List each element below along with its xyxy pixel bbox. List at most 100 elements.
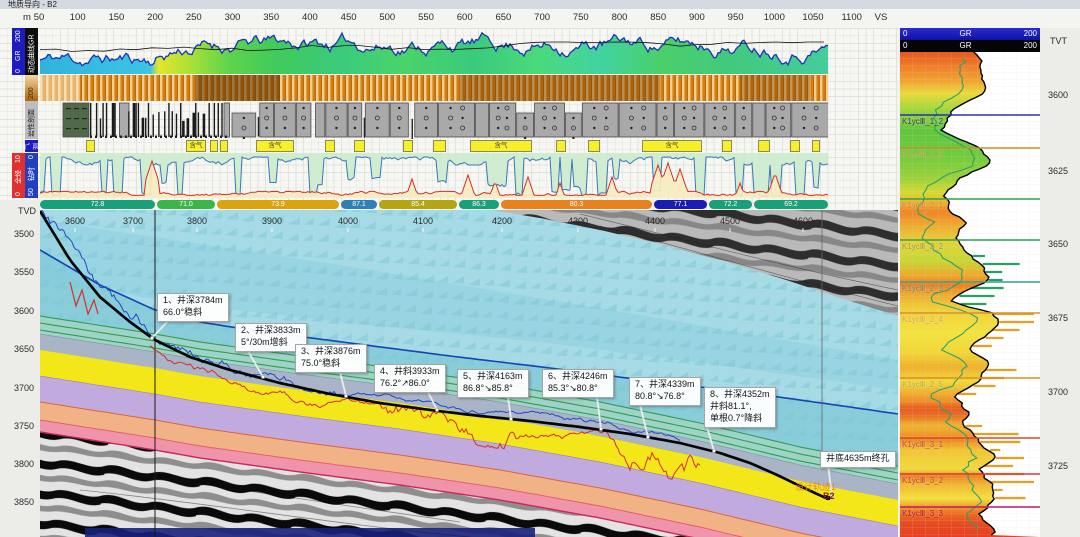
angle-segment: 77.1	[654, 200, 707, 209]
right-gr-header-blue: 0 GR 200	[900, 28, 1040, 40]
ruler-vs-label: VS	[874, 12, 888, 23]
gas-flag: 含气	[642, 140, 702, 152]
right-gr-header-black: 0 GR 200	[900, 40, 1040, 52]
drilltime-track-scale: 50 钻时 0	[25, 153, 38, 198]
layer-label: K1ycⅢ_3_3	[902, 509, 944, 518]
angle-segment: 72.2	[709, 200, 752, 209]
tvd-tick: 3700	[13, 383, 34, 393]
gas-flag: 含气	[256, 140, 294, 152]
ruler-tick: 150	[108, 12, 125, 23]
shading-zone	[196, 75, 280, 101]
window-title: 地质导向 - B2	[0, 0, 1080, 9]
shading-zone	[40, 75, 80, 101]
ruler-tick: 800	[611, 12, 628, 23]
lithology-track-name: 岩性剖面	[25, 101, 38, 139]
layer-label: K1ycⅢ_1_2	[902, 117, 944, 126]
angle-segment: 71.0	[157, 200, 215, 209]
ruler-tick: 350	[263, 12, 280, 23]
gas-flag-track[interactable]: 含气 含气 含气 含气	[40, 140, 828, 152]
ruler-tick: 1050	[802, 12, 824, 23]
ruler-tick: 550	[418, 12, 434, 23]
layer-label: K1ycⅢ_2_1	[902, 201, 944, 210]
tvt-tick: 3725	[1048, 461, 1069, 471]
tvd-tick: 3850	[13, 497, 34, 507]
lithology-track[interactable]	[40, 101, 828, 139]
hydrocarbon-track-scale: 0 全烃 10	[12, 153, 25, 198]
shading-track-scale: 200	[25, 75, 38, 101]
layer-label: K1ycⅢ_2_4	[902, 315, 944, 324]
ruler-tick: 200	[147, 12, 164, 23]
shading-zone	[740, 75, 810, 101]
ruler-tick: 1100	[841, 12, 862, 23]
layer-label: K1ycⅢ_3_1	[902, 440, 944, 449]
gas-flag	[325, 140, 335, 152]
layer-label: K1ycⅢ_1_3	[902, 150, 944, 159]
ruler-tick: 850	[650, 12, 667, 23]
tvd-tick: 3800	[13, 459, 34, 469]
tvd-tick: 3650	[13, 344, 34, 354]
ruler-tick: 50	[33, 12, 45, 23]
svg-text:4400: 4400	[645, 216, 665, 226]
angle-segment: 73.9	[217, 200, 339, 209]
tvt-tick: 3650	[1048, 239, 1069, 249]
ruler-tick: 650	[495, 12, 512, 23]
ruler-tick: 400	[301, 12, 318, 23]
svg-text:3600: 3600	[65, 216, 85, 226]
svg-text:3700: 3700	[123, 216, 143, 226]
layer-label: K1ycⅢ_2_2	[902, 242, 944, 251]
layer-label: K1ycⅢ_2_5	[902, 380, 944, 389]
tvt-axis: TVT 3600 3625 3650 3675 3700 3725	[1040, 28, 1080, 537]
svg-text:4300: 4300	[568, 216, 588, 226]
cross-section-canvas[interactable]: 3600 3700 3800 3900 4000 4100 4200 4300 4400 4500…	[40, 210, 898, 537]
svg-text:3800: 3800	[187, 216, 207, 226]
gr-curve-track[interactable]	[40, 28, 828, 75]
angle-segment: 80.3	[501, 200, 652, 209]
svg-text:4500: 4500	[720, 216, 740, 226]
layer-label: K1ycⅢ_2_3	[902, 284, 944, 293]
ruler-tick: 1000	[763, 12, 785, 23]
ruler-tick: 900	[688, 12, 705, 23]
gas-flag	[210, 140, 218, 152]
gas-flag	[758, 140, 770, 152]
type-log-panel[interactable]	[900, 52, 1040, 537]
svg-text:4600: 4600	[793, 216, 813, 226]
gr-track-name: 动态曲线GR	[25, 28, 38, 75]
tvd-tick: 3750	[13, 421, 34, 431]
gas-flag	[354, 140, 365, 152]
ruler-tick: 500	[379, 12, 396, 23]
layer-label: K1ycⅢ_3_2	[902, 476, 944, 485]
gr-shading-track[interactable]	[40, 75, 828, 101]
gas-flag	[588, 140, 600, 152]
tvt-tick: 3600	[1048, 90, 1069, 100]
svg-text:4000: 4000	[338, 216, 358, 226]
tvd-tick: 3600	[13, 306, 34, 316]
gas-flag: 含气	[470, 140, 532, 152]
ruler-tick: 450	[340, 12, 357, 23]
mudlog-curve-track[interactable]	[40, 153, 828, 198]
design-trajectory-label: 设计轨迹1	[795, 482, 837, 492]
ruler-tick: 250	[185, 12, 202, 23]
gas-flag	[433, 140, 446, 152]
shading-zone	[460, 75, 660, 101]
tvd-tick: 3500	[13, 229, 34, 239]
gas-flag	[556, 140, 566, 152]
ruler-tick: 600	[456, 12, 473, 23]
angle-segment: 86.3	[459, 200, 499, 209]
angle-segment: 85.4	[379, 200, 457, 209]
tvd-axis-title: TVD	[18, 206, 36, 216]
gas-flag	[722, 140, 732, 152]
gas-flag: 含气	[186, 140, 206, 152]
ruler-tick: 100	[69, 12, 86, 23]
gas-flag	[403, 140, 413, 152]
svg-text:4200: 4200	[492, 216, 512, 226]
horizontal-ruler[interactable]: m VS 50 100 150 200 250 300 350 400 450 500 550 600…	[0, 9, 1080, 29]
average-angle-bar: 72.8 71.0 73.9 87.1 85.4 86.3 80.3 77.1 72.2 69.2	[40, 200, 828, 209]
ruler-tick: 700	[534, 12, 551, 23]
tvt-tick: 3700	[1048, 387, 1069, 397]
ruler-tick: 750	[572, 12, 589, 23]
gas-flag	[812, 140, 820, 152]
gas-track-name: 气测	[25, 140, 38, 152]
tvt-tick: 3675	[1048, 313, 1069, 323]
svg-text:3900: 3900	[262, 216, 282, 226]
